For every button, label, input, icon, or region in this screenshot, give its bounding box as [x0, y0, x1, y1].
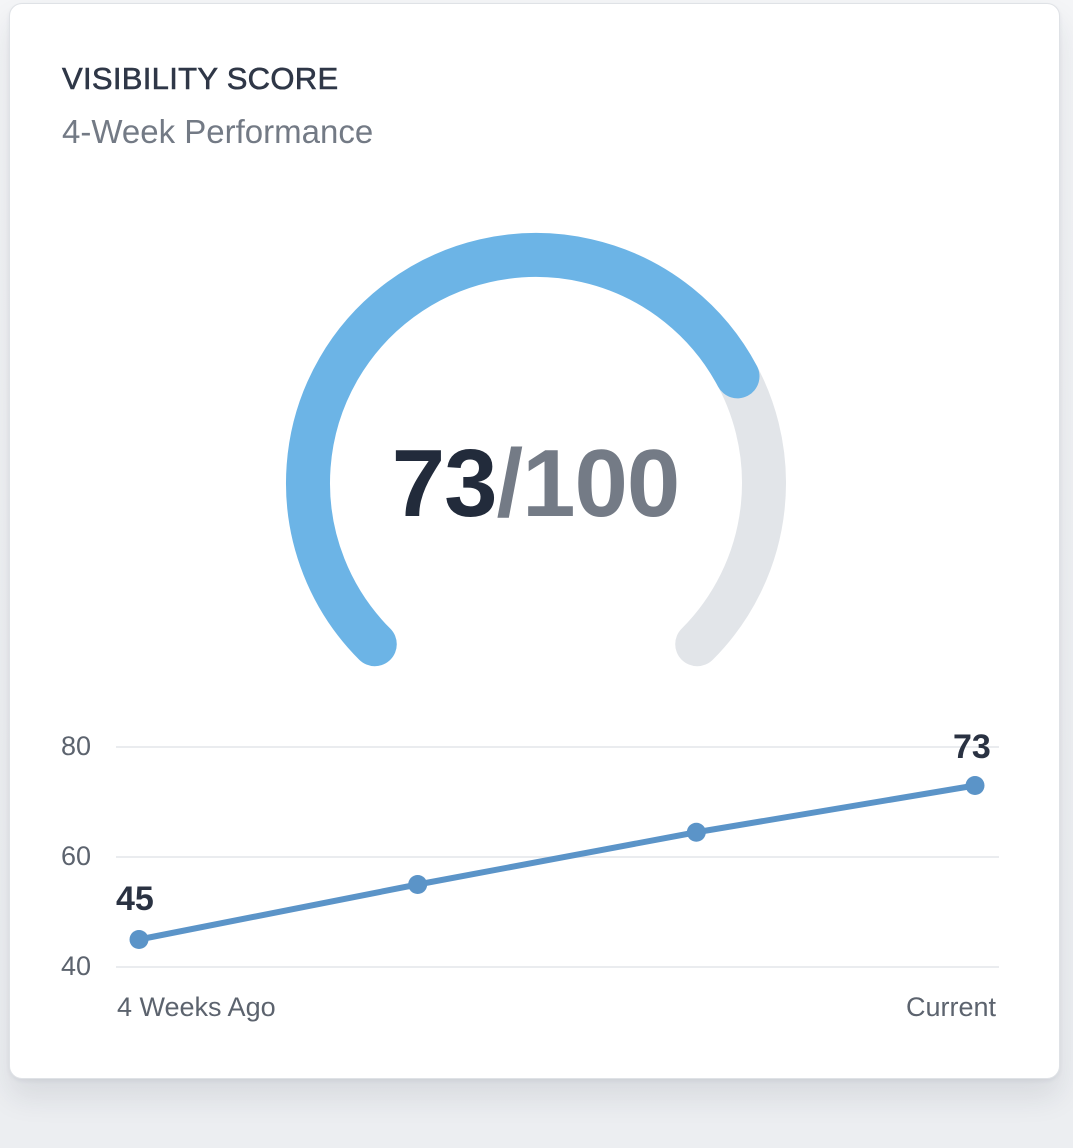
data-point[interactable] [129, 930, 149, 949]
gauge-score-label: 73/100 [10, 429, 1061, 539]
score-max: 100 [522, 430, 680, 537]
gauge-fill [286, 233, 760, 667]
data-point[interactable] [965, 776, 985, 795]
gauge-track [675, 337, 786, 667]
data-point[interactable] [686, 822, 706, 842]
x-label-end: Current [905, 992, 996, 1022]
line-chart-series [129, 776, 985, 949]
visibility-score-card: VISIBILITY SCORE 4-Week Performance 73/1… [9, 3, 1060, 1079]
data-label: 73 [953, 727, 991, 766]
score-separator: / [496, 430, 523, 537]
data-label: 45 [116, 879, 154, 918]
card-subtitle: 4-Week Performance [62, 113, 374, 150]
y-tick-label: 40 [61, 951, 92, 981]
y-tick-label: 80 [61, 731, 92, 761]
card-title: VISIBILITY SCORE [62, 61, 339, 97]
chart-canvas [116, 233, 999, 968]
score-value: 73 [391, 430, 498, 537]
y-tick-label: 60 [61, 841, 92, 871]
x-label-start: 4 Weeks Ago [117, 992, 276, 1022]
gauge-chart [286, 233, 786, 667]
series-line [138, 782, 976, 943]
data-point[interactable] [408, 875, 428, 894]
